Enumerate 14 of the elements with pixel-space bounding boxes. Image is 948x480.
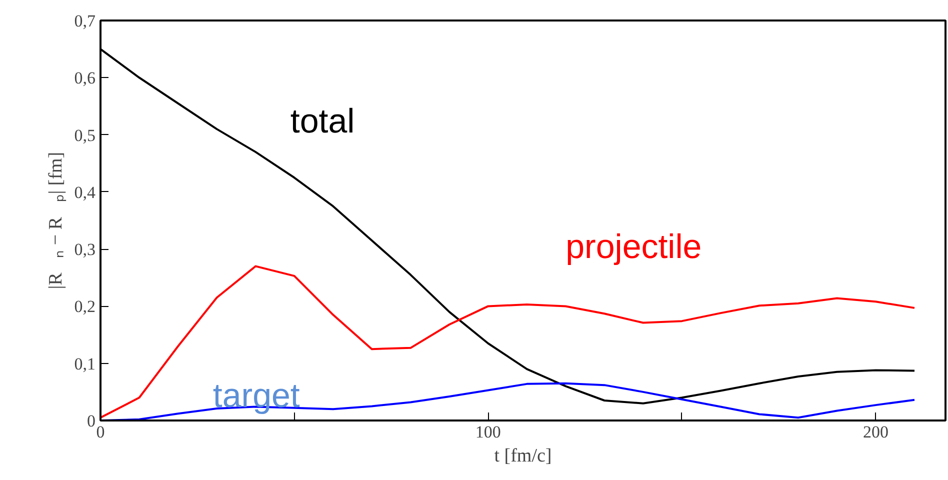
series-label: target [212,376,300,415]
y-tick-label: 0,1 [74,354,96,374]
x-tick-label: 100 [475,422,501,442]
y-tick-label: 0,4 [74,182,96,202]
series-label: projectile [566,228,702,266]
y-tick-label: 0,5 [74,126,96,145]
y-tick-label: 0,6 [74,68,96,88]
series-label: total [290,102,355,140]
y-tick-label: 0,7 [74,12,96,30]
x-tick-label: 200 [862,422,888,442]
x-axis-title: t [fm/c] [494,446,552,466]
y-axis-title: |R⃗ₙ − R⃗ₚ| [fm] [45,152,66,290]
y-tick-label: 0,2 [74,297,96,316]
y-tick-label: 0,3 [74,240,96,260]
